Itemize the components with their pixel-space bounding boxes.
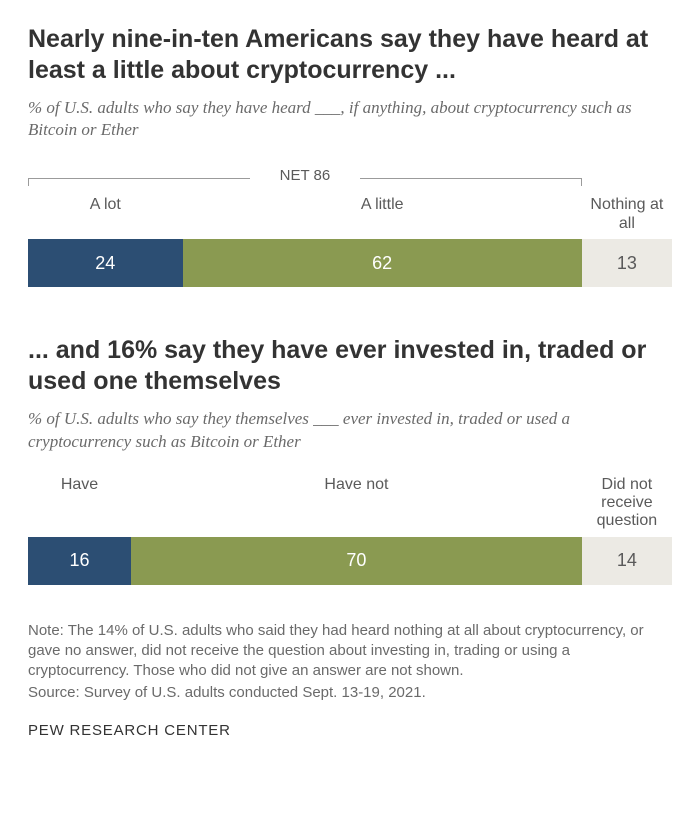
segment-label: Did not receive question	[582, 476, 672, 531]
chart-2-title: ... and 16% say they have ever invested …	[28, 335, 672, 398]
segment-label: A little	[183, 196, 582, 233]
bracket-line-left	[28, 178, 250, 179]
segment-label: Have not	[131, 476, 582, 531]
source-text: Source: Survey of U.S. adults conducted …	[28, 683, 672, 703]
net-bracket: NET 86	[28, 164, 582, 192]
chart-2-labels: HaveHave notDid not receive question	[28, 476, 672, 531]
bar-segment: 14	[582, 537, 672, 585]
chart-2: ... and 16% say they have ever invested …	[28, 335, 672, 585]
bar-segment: 70	[131, 537, 582, 585]
bracket-line-right	[360, 178, 582, 179]
chart-1-bar: 246213	[28, 239, 672, 287]
chart-1-subtitle: % of U.S. adults who say they have heard…	[28, 97, 672, 143]
segment-label: A lot	[28, 196, 183, 233]
bar-segment: 16	[28, 537, 131, 585]
segment-label: Have	[28, 476, 131, 531]
note-text: Note: The 14% of U.S. adults who said th…	[28, 621, 672, 682]
bar-segment: 13	[582, 239, 672, 287]
chart-1: Nearly nine-in-ten Americans say they ha…	[28, 24, 672, 287]
net-label: NET 86	[270, 167, 341, 184]
chart-1-title: Nearly nine-in-ten Americans say they ha…	[28, 24, 672, 87]
footer-attribution: PEW RESEARCH CENTER	[28, 722, 672, 739]
bracket-tick-right	[581, 178, 582, 186]
bracket-tick-left	[28, 178, 29, 186]
bar-segment: 62	[183, 239, 582, 287]
chart-2-subtitle: % of U.S. adults who say they themselves…	[28, 408, 672, 454]
chart-1-labels: A lotA littleNothing at all	[28, 196, 672, 233]
chart-2-bar: 167014	[28, 537, 672, 585]
bar-segment: 24	[28, 239, 183, 287]
segment-label: Nothing at all	[582, 196, 672, 233]
